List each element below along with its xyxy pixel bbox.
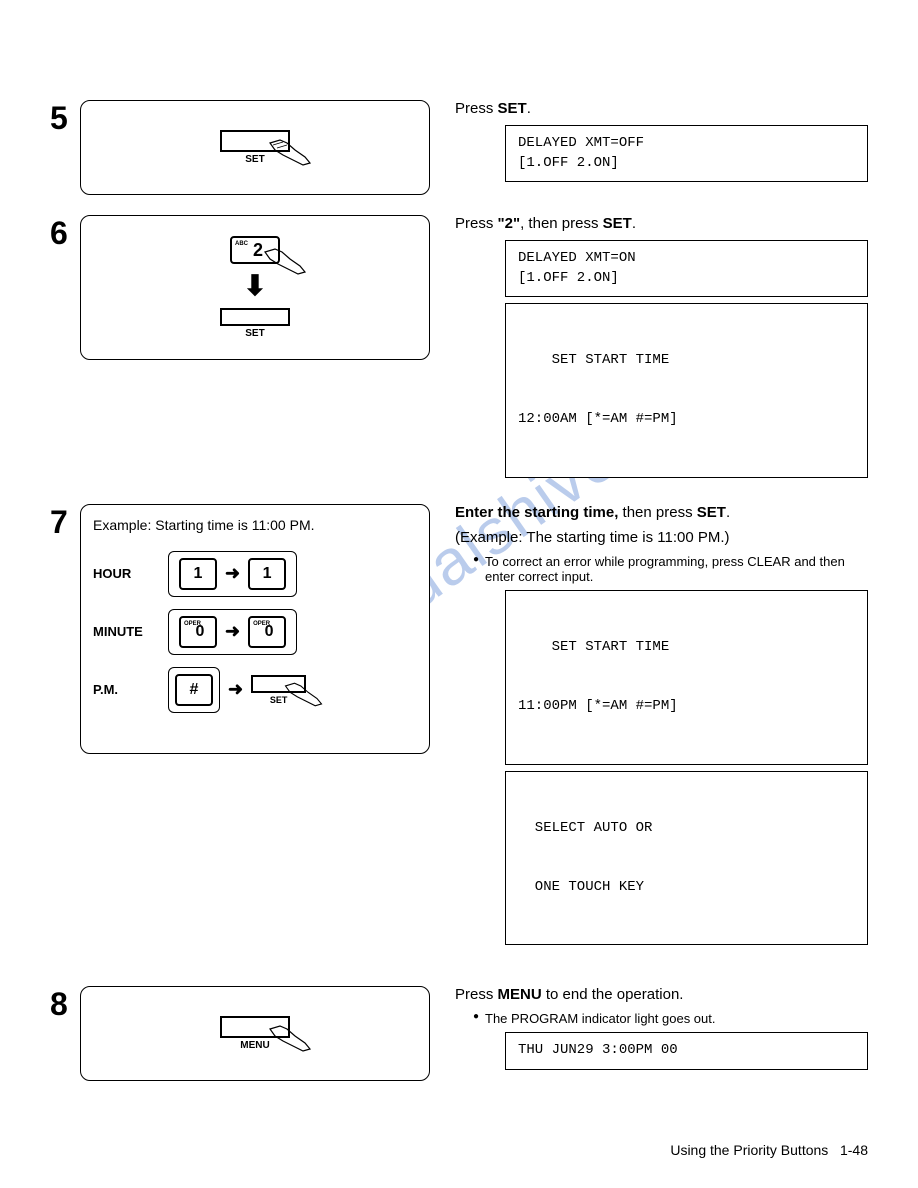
- step-number: 6: [50, 215, 80, 252]
- page-footer: Using the Priority Buttons 1-48: [670, 1142, 868, 1158]
- hand-icon: [260, 244, 310, 279]
- illustration-box: Example: Starting time is 11:00 PM. HOUR…: [80, 504, 430, 754]
- illustration-box: SET: [80, 100, 430, 195]
- step-number: 7: [50, 504, 80, 541]
- pm-row: P.M. # ➜ SET: [93, 667, 417, 713]
- step-8: 8 MENU Press MENU to end the operation. …: [50, 986, 868, 1081]
- key-1: 1: [179, 558, 217, 590]
- arrow-right-icon: ➜: [225, 563, 240, 584]
- step-number: 8: [50, 986, 80, 1023]
- set-button-graphic: SET: [220, 308, 290, 339]
- lcd-display: DELAYED XMT=ON [1.OFF 2.ON]: [505, 240, 868, 297]
- lcd-display: SELECT AUTO OR ONE TOUCH KEY: [505, 771, 868, 946]
- hand-icon: [265, 135, 315, 170]
- example-header: Example: Starting time is 11:00 PM.: [93, 517, 417, 533]
- manual-page: 5 SET Press SET. DELA: [0, 0, 918, 1151]
- step-6: 6 ABC 2 ⬇ SET: [50, 215, 868, 484]
- step-number: 5: [50, 100, 80, 137]
- instruction-text: Press MENU to end the operation.: [455, 986, 868, 1003]
- sub-instruction: (Example: The starting time is 11:00 PM.…: [455, 529, 868, 546]
- hour-row: HOUR 1 ➜ 1: [93, 551, 417, 597]
- minute-row: MINUTE OPER0 ➜ OPER0: [93, 609, 417, 655]
- key-1: 1: [248, 558, 286, 590]
- instruction-text: Press "2", then press SET.: [455, 215, 868, 232]
- instruction-text: Press SET.: [455, 100, 868, 117]
- key-hash: #: [175, 674, 213, 706]
- hand-icon: [281, 677, 326, 712]
- illustration-box: ABC 2 ⬇ SET: [80, 215, 430, 360]
- lcd-display: SET START TIME 12:00AM [*=AM #=PM]: [505, 303, 868, 478]
- instruction-text: Enter the starting time, then press SET.: [455, 504, 868, 521]
- lcd-display: SET START TIME 11:00PM [*=AM #=PM]: [505, 590, 868, 765]
- hand-icon: [265, 1021, 315, 1056]
- key-0: OPER0: [179, 616, 217, 648]
- lcd-display: DELAYED XMT=OFF [1.OFF 2.ON]: [505, 125, 868, 182]
- lcd-display: THU JUN29 3:00PM 00: [505, 1032, 868, 1070]
- step-7: 7 Example: Starting time is 11:00 PM. HO…: [50, 504, 868, 952]
- note-text: The PROGRAM indicator light goes out.: [473, 1011, 868, 1026]
- key-0: OPER0: [248, 616, 286, 648]
- illustration-box: MENU: [80, 986, 430, 1081]
- note-text: To correct an error while programming, p…: [473, 554, 868, 584]
- arrow-right-icon: ➜: [228, 679, 243, 700]
- step-5: 5 SET Press SET. DELA: [50, 100, 868, 195]
- arrow-right-icon: ➜: [225, 621, 240, 642]
